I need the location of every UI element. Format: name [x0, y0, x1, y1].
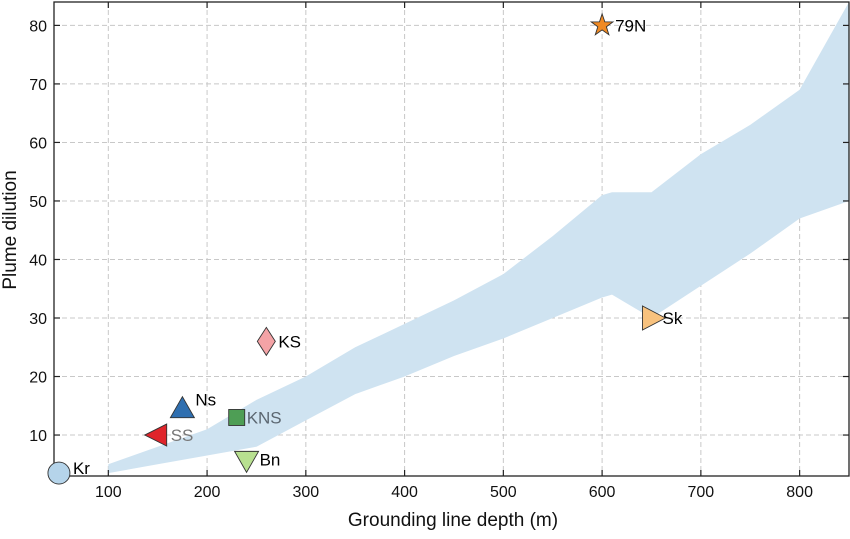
y-tick-label: 40	[29, 252, 47, 269]
point-label-kns: KNS	[247, 408, 282, 427]
point-label-79n: 79N	[615, 16, 646, 35]
point-marker-79n	[589, 12, 615, 36]
x-tick-label: 800	[786, 484, 813, 501]
point-marker-sk	[642, 305, 667, 331]
y-tick-label: 20	[29, 370, 47, 387]
point-label-kr: Kr	[73, 459, 90, 478]
point-marker-ks	[256, 326, 276, 357]
band-layer	[108, 2, 850, 474]
frame-layer	[53, 1, 850, 477]
y-axis-label: Plume dilution	[0, 170, 21, 289]
point-label-bn: Bn	[260, 450, 281, 469]
point-marker-kns	[228, 409, 246, 426]
point-label-ns: Ns	[195, 391, 216, 410]
x-tick-label: 200	[194, 484, 221, 501]
tick-layer: 100 200 300 400 500 600 700 800 10 20 30 40 50 60 70 80	[29, 2, 849, 501]
point-marker-ns	[169, 395, 196, 419]
x-tick-label: 500	[490, 484, 517, 501]
y-tick-label: 60	[29, 135, 47, 152]
x-tick-label: 400	[391, 484, 418, 501]
x-tick-label: 100	[95, 484, 122, 501]
y-tick-label: 50	[29, 194, 47, 211]
uncertainty-band	[108, 2, 850, 474]
x-tick-label: 300	[292, 484, 319, 501]
y-tick-label: 30	[29, 311, 47, 328]
y-tick-label: 80	[29, 18, 47, 35]
x-tick-label: 600	[589, 484, 616, 501]
point-marker-bn	[233, 450, 260, 474]
x-tick-label: 700	[688, 484, 715, 501]
point-marker-kr	[47, 461, 71, 485]
point-label-ks: KS	[278, 332, 301, 351]
y-tick-label: 10	[29, 428, 47, 445]
y-tick-label: 70	[29, 77, 47, 94]
plot-frame	[53, 1, 850, 477]
x-axis-label: Grounding line depth (m)	[348, 510, 558, 531]
point-marker-ss	[143, 423, 168, 447]
point-label-ss: SS	[171, 426, 194, 445]
point-label-sk: Sk	[662, 309, 682, 328]
